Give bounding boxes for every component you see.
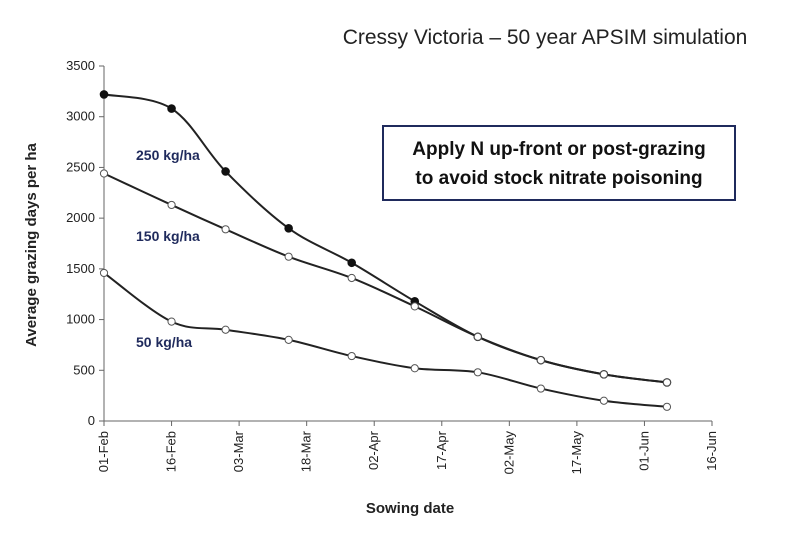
data-point (221, 167, 230, 176)
callout-box (382, 125, 736, 201)
y-tick-label: 3500 (66, 58, 95, 73)
series-2 (99, 169, 672, 387)
x-ticks: 01-Feb 16-Feb 03-Mar 18-Mar 02-Apr 17-Apr 02-M… (96, 421, 719, 474)
y-tick-label: 2500 (66, 159, 95, 174)
callout-line-2: to avoid stock nitrate poisoning (415, 168, 702, 189)
data-point (410, 364, 419, 373)
data-point (167, 104, 176, 113)
data-point (99, 169, 109, 178)
y-tick-label: 1500 (66, 261, 95, 276)
data-point (284, 223, 293, 233)
x-tick-label: 02-May (501, 431, 516, 475)
chart-title: Cressy Victoria – 50 year APSIM simulati… (343, 26, 748, 49)
x-tick-label: 02-Apr (366, 430, 381, 470)
x-tick-label: 17-Apr (434, 430, 449, 470)
series-line (103, 172, 668, 384)
data-point (536, 356, 545, 365)
data-point (347, 351, 356, 361)
x-tick-label: 17-May (569, 431, 584, 475)
data-point (167, 200, 176, 210)
data-point (410, 302, 419, 311)
callout-line-1: Apply N up-front or post-grazing (412, 139, 705, 160)
series-label-150: 150 kg/ha (136, 228, 200, 244)
x-axis-label: Sowing date (366, 500, 454, 517)
data-point (662, 402, 672, 411)
x-tick-label: 16-Feb (164, 431, 179, 472)
x-tick-label: 16-Jun (704, 431, 719, 471)
y-tick-label: 1000 (66, 312, 95, 327)
data-point (221, 225, 230, 234)
series-layer (99, 90, 672, 411)
y-tick-label: 3000 (66, 109, 95, 124)
data-point (284, 252, 293, 261)
data-point (284, 335, 293, 344)
data-point (221, 325, 230, 334)
y-ticks: 0 500 1000 1500 2000 2500 3000 3500 (66, 58, 104, 428)
data-point (662, 378, 672, 387)
x-tick-label: 01-Jun (636, 431, 651, 471)
data-point (599, 370, 609, 379)
data-point (536, 384, 545, 393)
y-tick-label: 2000 (66, 210, 95, 225)
x-tick-label: 01-Feb (96, 431, 111, 472)
series-line (103, 272, 668, 408)
x-tick-label: 18-Mar (299, 430, 314, 472)
series-label-50: 50 kg/ha (136, 334, 192, 350)
y-axis-label: Average grazing days per ha (23, 142, 40, 346)
y-tick-label: 500 (73, 362, 95, 377)
data-point (99, 268, 109, 278)
callout: Apply N up-front or post-grazing to avoi… (382, 125, 736, 201)
series-label-250: 250 kg/ha (136, 147, 200, 163)
data-point (167, 317, 176, 326)
y-tick-label: 0 (88, 413, 95, 428)
data-point (99, 90, 109, 99)
data-point (347, 273, 356, 283)
data-point (473, 332, 482, 341)
x-tick-label: 03-Mar (231, 430, 246, 472)
data-point (347, 258, 357, 268)
series-3 (99, 268, 672, 411)
data-point (473, 368, 482, 377)
data-point (599, 396, 609, 405)
